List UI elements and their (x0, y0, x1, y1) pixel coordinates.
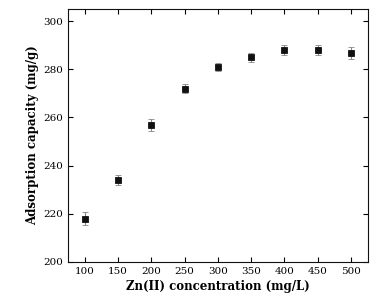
X-axis label: Zn(II) concentration (mg/L): Zn(II) concentration (mg/L) (126, 280, 310, 293)
Y-axis label: Adsorption capacity (mg/g): Adsorption capacity (mg/g) (26, 46, 39, 225)
